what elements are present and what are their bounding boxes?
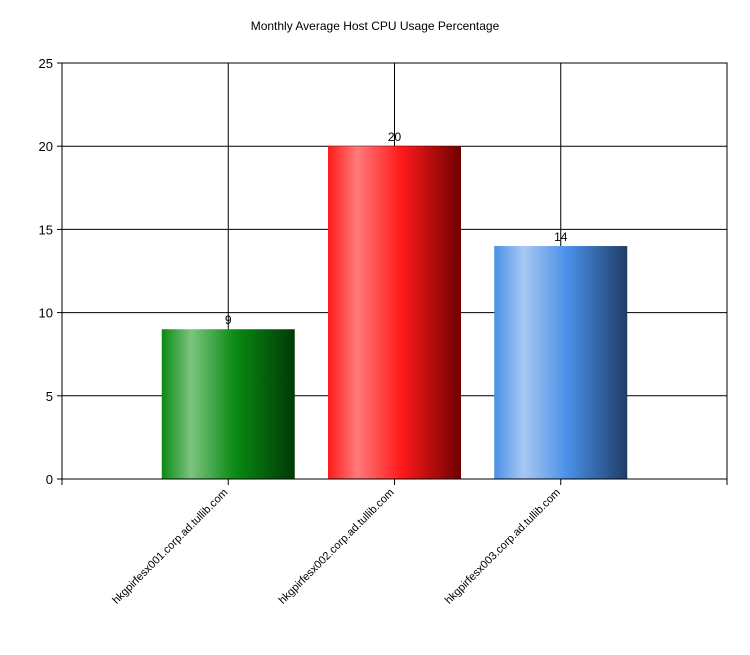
x-tick-label: hkgpirfesx002.corp.ad.tullib.com [277,487,397,607]
y-tick-label: 0 [46,472,53,487]
data-label: 14 [554,230,568,244]
y-tick-label: 20 [39,139,53,154]
bar-2 [328,146,461,479]
chart-title: Monthly Average Host CPU Usage Percentag… [250,19,500,33]
data-label: 20 [388,130,402,144]
y-tick-label: 25 [39,56,53,71]
data-label: 9 [225,313,232,327]
bars [161,146,628,479]
axes [57,62,728,485]
bar-3 [494,246,628,479]
y-tick-label: 5 [46,389,53,404]
y-tick-label: 15 [39,222,53,237]
labels: 0 5 10 15 20 25 9 20 14 hkgpirfesx001.corp.ad.tul… [39,56,568,607]
bar-1 [161,329,295,479]
x-tick-label: hkgpirfesx003.corp.ad.tullib.com [443,487,563,607]
y-tick-label: 10 [39,306,53,321]
x-tick-label: hkgpirfesx001.corp.ad.tullib.com [110,487,230,607]
